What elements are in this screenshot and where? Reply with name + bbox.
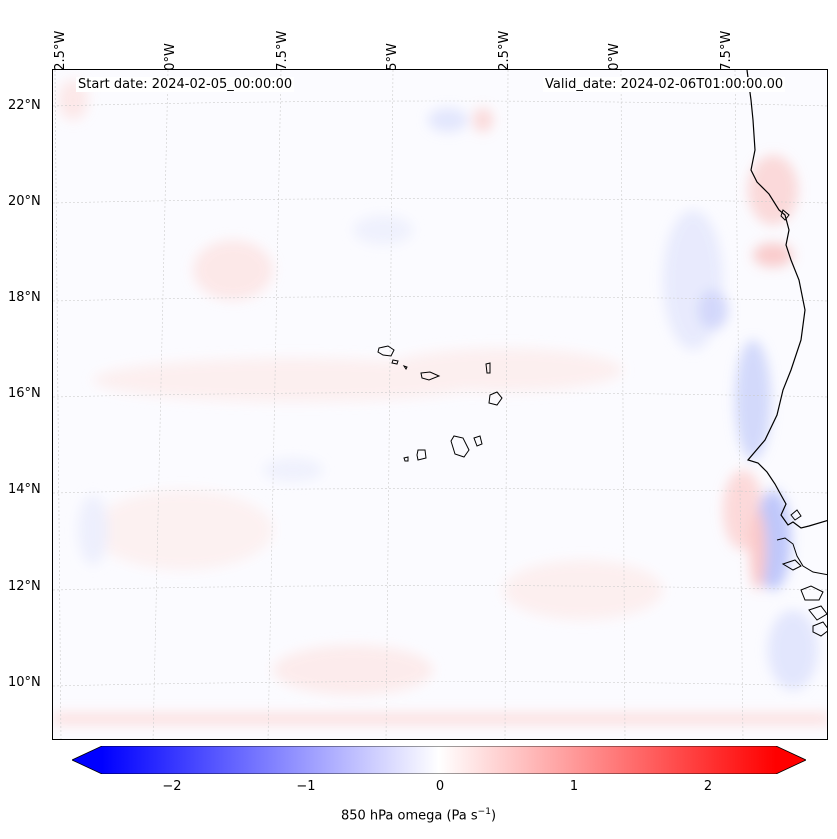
start-date-label: Start date: 2024-02-05_00:00:00: [76, 77, 295, 92]
graticule: [53, 70, 827, 739]
lat-label-18n: 18°N: [8, 290, 41, 305]
west-africa-coastline-details: [776, 209, 827, 637]
colorbar-label-end: ): [490, 808, 497, 824]
valid-date-label: Valid_date: 2024-02-06T01:00:00.00: [543, 77, 786, 92]
colorbar-tick-minus1: −1: [296, 779, 316, 794]
colorbar-tick-1: 1: [569, 779, 579, 794]
colorbar-tick-0: 0: [435, 779, 445, 794]
lat-label-14n: 14°N: [8, 482, 41, 497]
west-africa-coastline: [746, 70, 827, 529]
lat-label-20n: 20°N: [8, 194, 41, 209]
map-panel[interactable]: [52, 69, 828, 740]
lat-label-12n: 12°N: [8, 579, 41, 594]
colorbar-tick-2: 2: [703, 779, 713, 794]
colorbar-tick-minus2: −2: [162, 779, 182, 794]
colorbar-label: 850 hPa omega (Pa s−1): [0, 807, 837, 823]
lat-label-10n: 10°N: [8, 675, 41, 690]
colorbar-right-extend: [776, 746, 806, 774]
colorbar-left-extend: [72, 746, 102, 774]
colorbar-label-exponent: −1: [477, 807, 491, 817]
cape-verde-islands: [377, 345, 503, 462]
map-canvas: [53, 70, 827, 739]
colorbar-body: [102, 746, 776, 774]
colorbar-label-main: 850 hPa omega (Pa s: [340, 808, 478, 824]
colorbar: [72, 746, 806, 774]
lat-label-16n: 16°N: [8, 386, 41, 401]
omega-field: [53, 80, 827, 725]
lat-label-22n: 22°N: [8, 98, 41, 113]
